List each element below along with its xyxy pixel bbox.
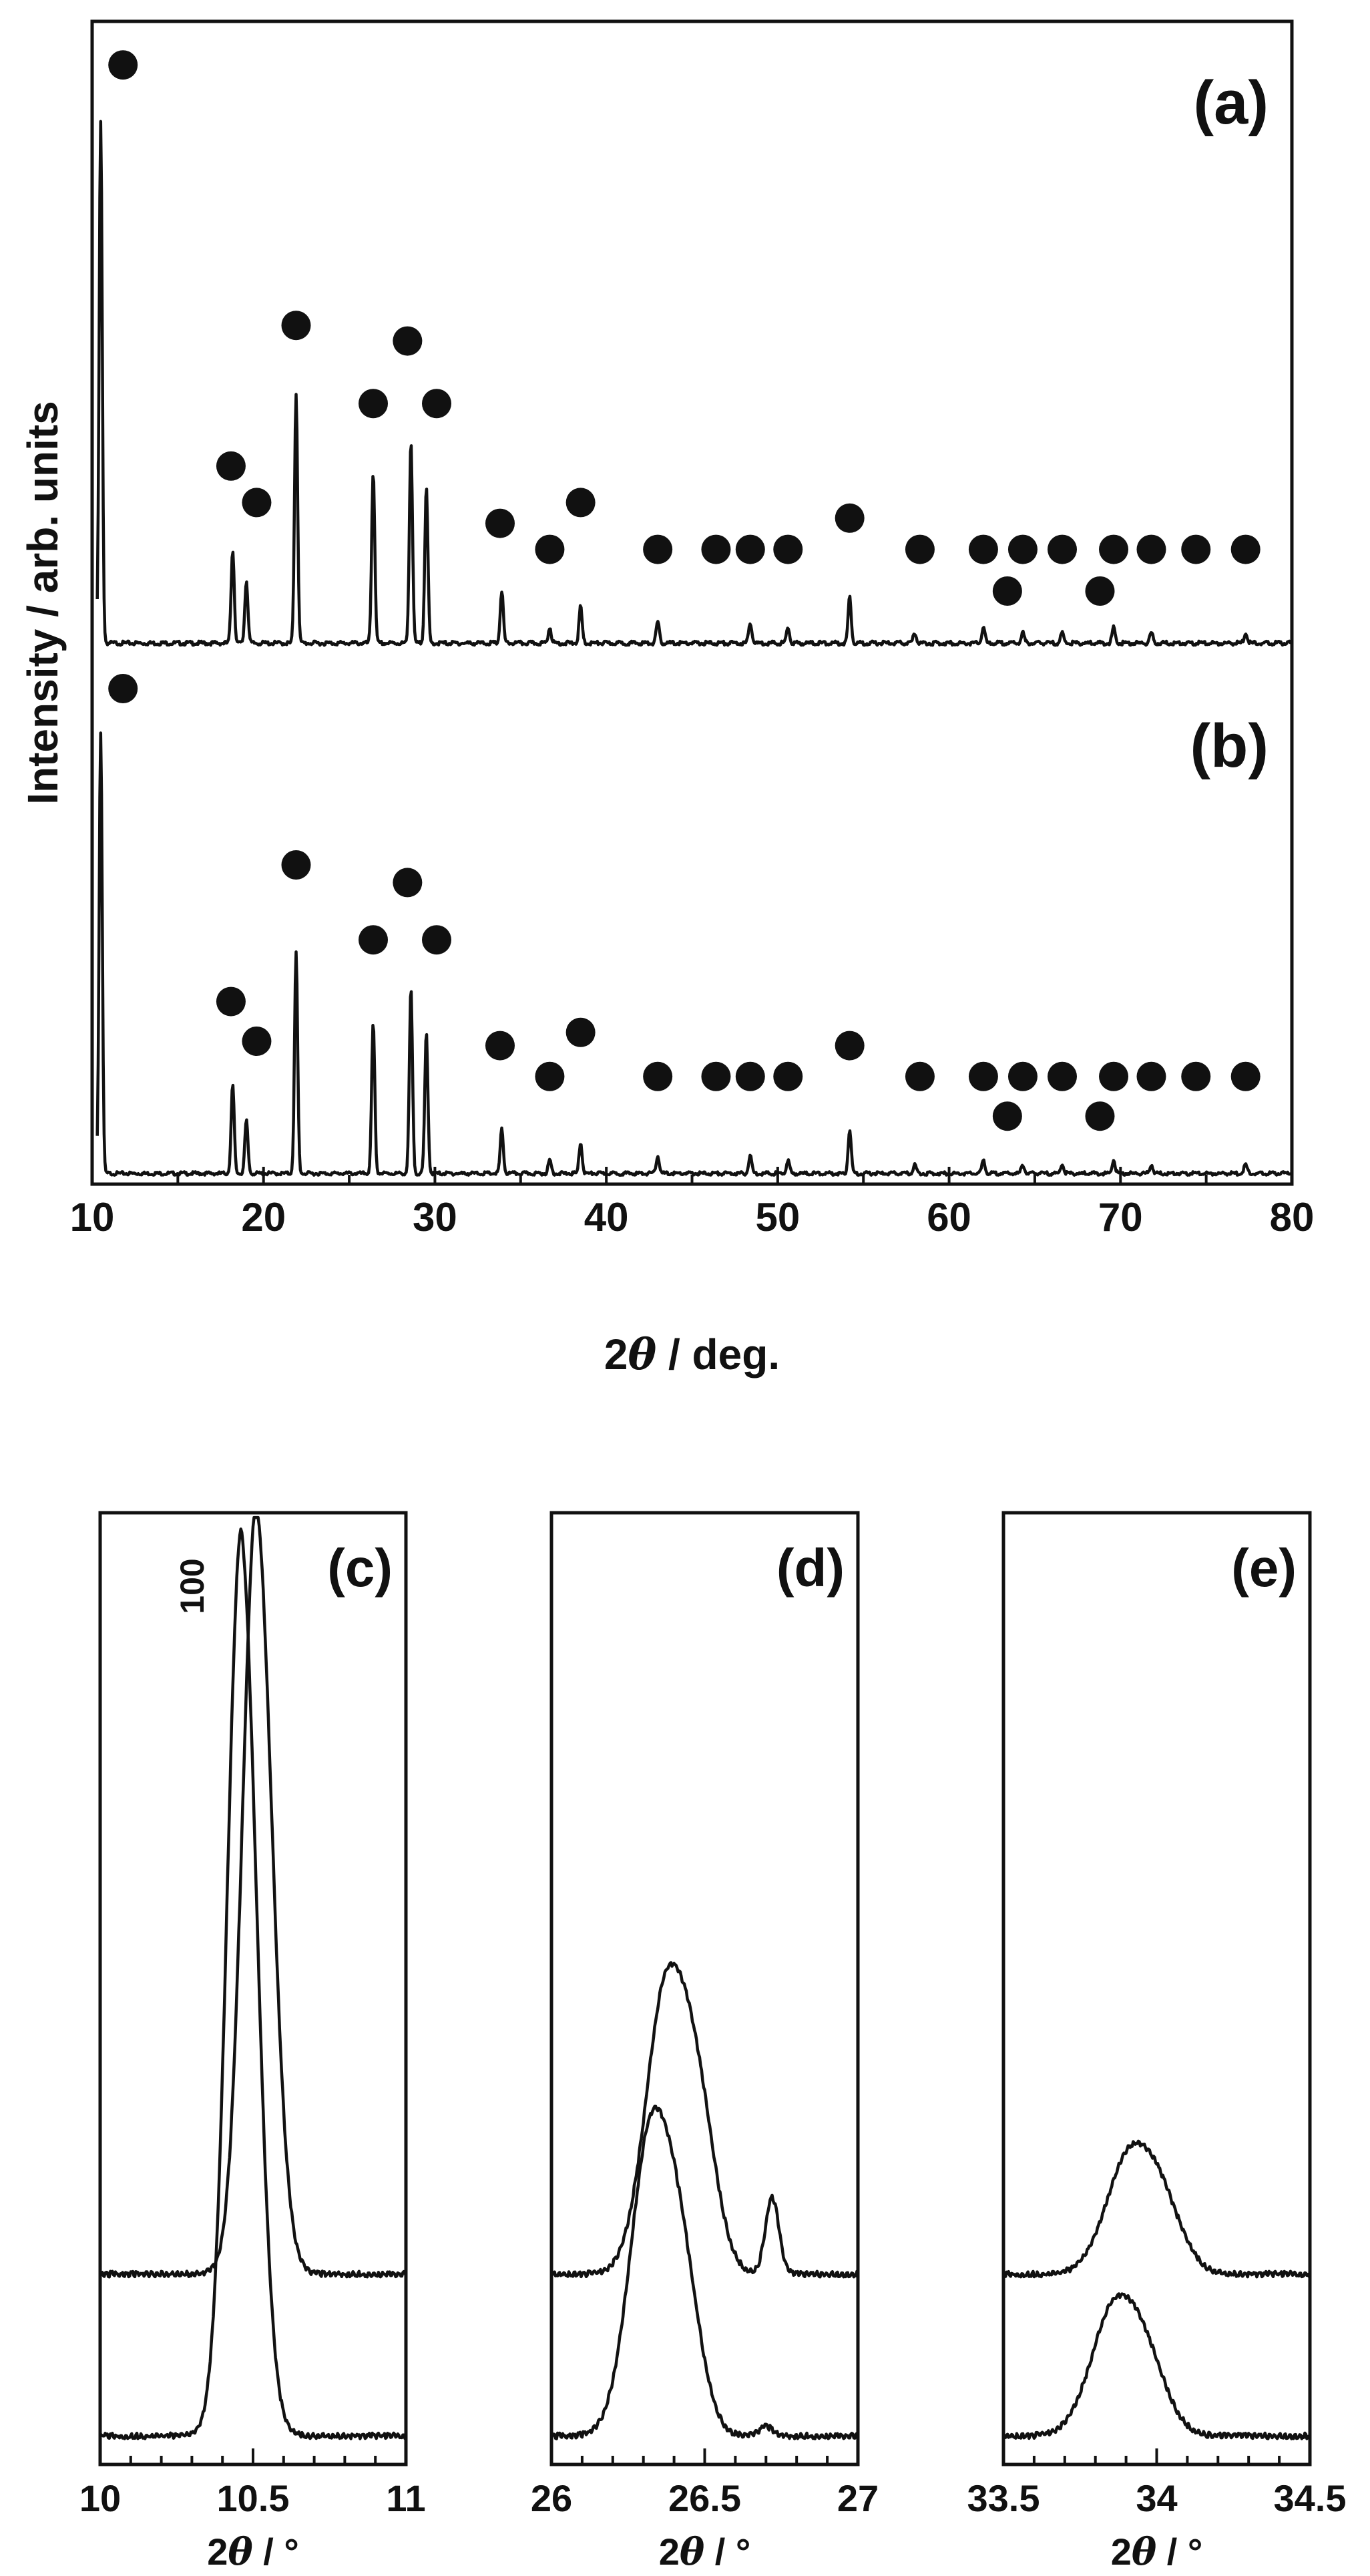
phase-marker <box>281 850 311 880</box>
phase-marker <box>968 1061 998 1091</box>
zoom-trace-e <box>1001 2139 1312 2279</box>
phase-marker <box>393 326 423 356</box>
x-tick-label: 70 <box>1098 1195 1143 1240</box>
phase-marker <box>1230 1061 1261 1091</box>
phase-marker <box>535 1061 565 1091</box>
phase-marker <box>108 50 138 80</box>
phase-marker <box>565 488 596 518</box>
zoom-trace-c <box>99 1527 407 2440</box>
phase-marker <box>1099 1061 1129 1091</box>
phase-marker <box>643 1061 673 1091</box>
phase-marker <box>1099 534 1129 564</box>
panel-label-e: (e) <box>1231 1538 1297 1598</box>
zoom-x-tick-label: 34 <box>1136 2477 1177 2519</box>
x-tick-label: 40 <box>584 1195 629 1240</box>
phase-marker <box>108 674 138 703</box>
zoom-x-axis-title: 2θ / ° <box>1111 2530 1203 2574</box>
x-tick-label: 10 <box>70 1195 115 1240</box>
xrd-trace-a <box>95 120 1293 647</box>
zoom-x-tick-label: 33.5 <box>967 2477 1040 2519</box>
phase-marker <box>281 311 311 341</box>
zoom-x-tick-label: 26.5 <box>668 2477 741 2519</box>
phase-marker <box>1007 534 1038 564</box>
phase-marker <box>421 925 451 955</box>
phase-marker <box>735 1061 765 1091</box>
phase-marker <box>1136 534 1166 564</box>
phase-marker <box>992 1101 1022 1131</box>
phase-marker <box>968 534 998 564</box>
phase-marker <box>535 534 565 564</box>
panel-label-d: (d) <box>776 1538 845 1598</box>
phase-marker <box>1085 576 1115 606</box>
zoom-x-tick-label: 11 <box>386 2477 425 2519</box>
phase-marker <box>242 488 272 518</box>
phase-marker <box>835 1031 865 1061</box>
zoom-x-axis-title: 2θ / ° <box>207 2530 299 2574</box>
phase-marker <box>359 389 389 419</box>
phase-marker <box>421 389 451 419</box>
phase-marker <box>1007 1061 1038 1091</box>
phase-marker <box>905 1061 935 1091</box>
phase-marker <box>216 451 246 481</box>
zoom-trace-d <box>549 2104 859 2440</box>
phase-marker <box>485 1031 515 1061</box>
phase-marker <box>643 534 673 564</box>
phase-marker <box>992 576 1022 606</box>
x-tick-label: 60 <box>927 1195 971 1240</box>
x-tick-label: 20 <box>241 1195 286 1240</box>
phase-marker <box>1136 1061 1166 1091</box>
x-tick-label: 30 <box>413 1195 457 1240</box>
panel-label-b: (b) <box>1190 712 1269 780</box>
phase-marker <box>1048 534 1078 564</box>
zoom-x-axis-title: 2θ / ° <box>659 2530 751 2574</box>
phase-marker <box>773 1061 803 1091</box>
zoom-x-tick-label: 27 <box>837 2477 879 2519</box>
zoom-trace-e <box>1003 2292 1312 2440</box>
phase-marker <box>905 534 935 564</box>
phase-marker <box>835 503 865 533</box>
y-axis-title: Intensity / arb. units <box>19 401 67 805</box>
zoom-chart-d: 26 26.5 27 (d) 2θ / ° <box>531 1511 879 2574</box>
phase-marker <box>735 534 765 564</box>
phase-marker <box>701 534 731 564</box>
x-tick-label: 80 <box>1270 1195 1315 1240</box>
phase-marker <box>485 508 515 538</box>
x-axis-title: 2θ / deg. <box>604 1330 780 1380</box>
zoom-chart-c: 10 10.5 11 (c) 2θ / ° 100 <box>79 1511 426 2574</box>
zoom-x-tick-label: 34.5 <box>1274 2477 1347 2519</box>
phase-marker <box>701 1061 731 1091</box>
phase-marker <box>1181 534 1211 564</box>
phase-marker <box>565 1017 596 1047</box>
panel-label-a: (a) <box>1194 69 1269 137</box>
zoom-chart-e: 33.5 34 34.5 (e) 2θ / ° <box>967 1511 1347 2574</box>
phase-marker <box>216 986 246 1017</box>
phase-marker <box>1048 1061 1078 1091</box>
xrd-trace-b <box>95 731 1293 1177</box>
zoom-trace-c <box>99 1515 408 2279</box>
phase-marker <box>1181 1061 1211 1091</box>
phase-marker <box>242 1027 272 1056</box>
zoom-x-tick-label: 26 <box>531 2477 572 2519</box>
panel-b: (b) <box>95 674 1293 1177</box>
phase-marker <box>1230 534 1261 564</box>
phase-marker <box>773 534 803 564</box>
phase-marker <box>1085 1101 1115 1131</box>
phase-marker <box>393 868 423 898</box>
zoom-x-tick-label: 10 <box>79 2477 121 2519</box>
phase-marker <box>359 925 389 955</box>
reflection-index-label: 100 <box>174 1558 211 1614</box>
x-tick-label: 50 <box>755 1195 800 1240</box>
zoom-trace-d <box>551 1961 859 2279</box>
main-chart: (a) (b) 10 20 30 40 50 60 70 80 2θ / deg. Intensity… <box>19 19 1315 1380</box>
panel-a: (a) <box>95 50 1293 647</box>
panel-label-c: (c) <box>327 1538 393 1598</box>
zoom-x-tick-label: 10.5 <box>217 2477 290 2519</box>
